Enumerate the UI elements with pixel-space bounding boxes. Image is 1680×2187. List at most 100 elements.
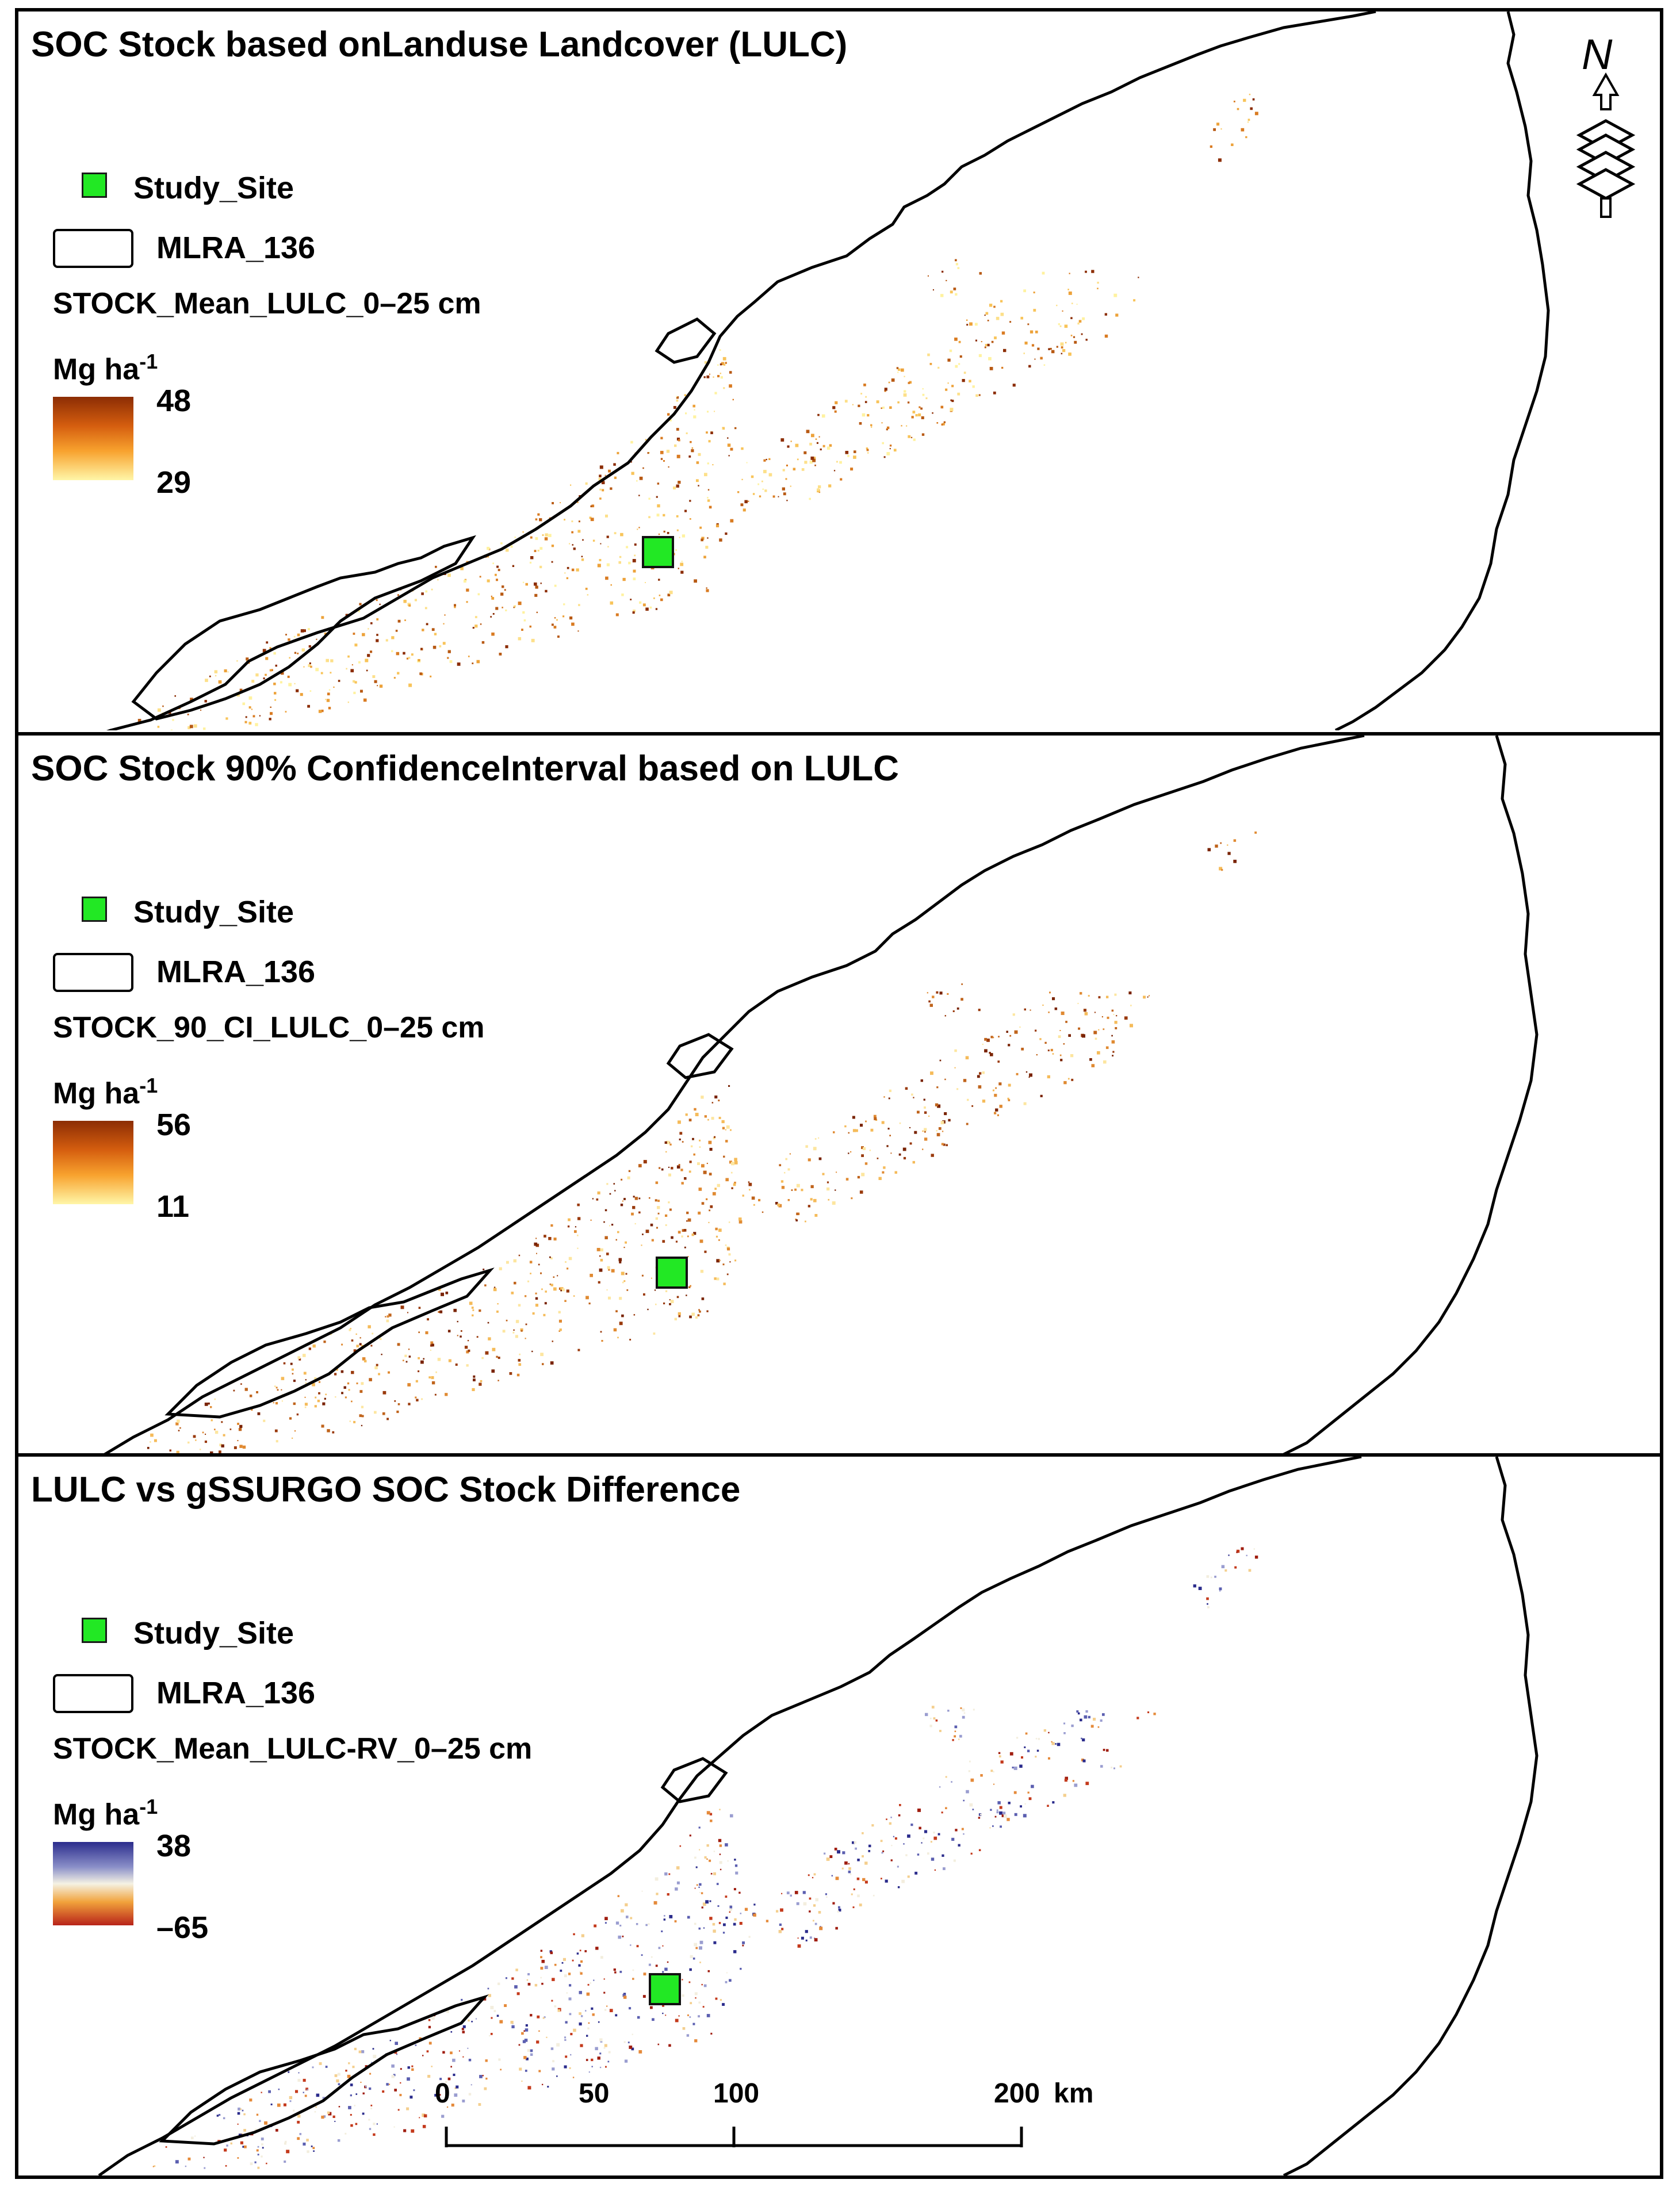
raster-pixel xyxy=(307,2089,308,2090)
raster-pixel xyxy=(312,1344,316,1348)
raster-pixel xyxy=(256,1391,258,1393)
raster-pixel xyxy=(780,438,784,442)
raster-pixel xyxy=(894,1171,897,1174)
raster-pixel xyxy=(966,1790,969,1794)
raster-pixel xyxy=(285,2140,287,2143)
raster-pixel xyxy=(1047,1805,1049,1807)
raster-pixel xyxy=(729,371,732,374)
raster-pixel xyxy=(844,1861,848,1865)
raster-pixel xyxy=(709,1813,713,1816)
raster-pixel xyxy=(325,2066,328,2068)
raster-pixel xyxy=(581,558,584,561)
raster-pixel xyxy=(362,1357,366,1361)
raster-pixel xyxy=(281,1400,283,1402)
raster-pixel xyxy=(599,2066,602,2069)
raster-pixel xyxy=(657,1200,660,1202)
raster-pixel xyxy=(851,1197,853,1200)
raster-pixel xyxy=(552,1978,555,1981)
raster-pixel xyxy=(1048,1757,1050,1760)
raster-pixel xyxy=(706,1163,708,1165)
raster-pixel xyxy=(734,1864,738,1867)
raster-pixel xyxy=(315,2106,317,2108)
raster-pixel xyxy=(544,1966,548,1969)
raster-pixel xyxy=(190,698,193,701)
raster-pixel xyxy=(369,2073,372,2075)
raster-pixel xyxy=(669,419,672,422)
raster-pixel xyxy=(883,456,886,458)
raster-pixel xyxy=(581,1934,584,1937)
raster-pixel xyxy=(1077,1002,1079,1004)
raster-pixel xyxy=(987,343,990,347)
raster-pixel xyxy=(860,1124,863,1127)
raster-pixel xyxy=(1076,304,1078,305)
raster-pixel xyxy=(985,312,989,315)
raster-pixel xyxy=(573,2028,576,2032)
raster-pixel xyxy=(407,1312,408,1313)
raster-pixel xyxy=(370,1345,373,1347)
raster-pixel xyxy=(1059,325,1062,327)
raster-pixel xyxy=(937,366,940,369)
raster-pixel xyxy=(962,1715,965,1719)
raster-pixel xyxy=(244,1388,248,1391)
raster-pixel xyxy=(667,1893,669,1896)
raster-pixel xyxy=(657,504,660,508)
raster-pixel xyxy=(1007,1097,1009,1100)
raster-pixel xyxy=(1246,1554,1247,1557)
raster-pixel xyxy=(986,1039,990,1042)
river-outline xyxy=(655,317,717,364)
raster-pixel xyxy=(889,406,892,409)
raster-pixel xyxy=(606,2005,608,2007)
unit-exponent: -1 xyxy=(139,1074,158,1097)
raster-pixel xyxy=(243,2129,246,2132)
raster-pixel xyxy=(994,336,997,339)
raster-pixel xyxy=(529,1261,533,1263)
raster-pixel xyxy=(475,2018,477,2020)
raster-pixel xyxy=(872,1894,875,1897)
raster-pixel xyxy=(634,1223,636,1225)
raster-pixel xyxy=(386,1319,389,1323)
raster-pixel xyxy=(678,1164,680,1166)
raster-pixel xyxy=(710,1820,713,1822)
raster-pixel xyxy=(794,1891,798,1894)
raster-pixel xyxy=(471,1307,474,1309)
raster-pixel xyxy=(690,1285,691,1287)
raster-pixel xyxy=(433,645,437,649)
raster-pixel xyxy=(984,315,986,316)
raster-pixel xyxy=(730,519,734,523)
raster-pixel xyxy=(759,495,761,497)
raster-pixel xyxy=(558,1311,561,1313)
raster-pixel xyxy=(599,2038,603,2042)
raster-pixel xyxy=(997,1801,1001,1805)
raster-pixel xyxy=(1101,1016,1103,1018)
raster-pixel xyxy=(297,1356,301,1359)
raster-pixel xyxy=(956,1007,959,1010)
raster-pixel xyxy=(809,461,813,464)
raster-pixel xyxy=(430,1341,434,1345)
raster-pixel xyxy=(1051,350,1055,354)
raster-pixel xyxy=(579,2012,581,2015)
river-outline xyxy=(660,1757,728,1803)
raster-pixel xyxy=(297,652,299,654)
raster-pixel xyxy=(954,338,958,341)
raster-pixel xyxy=(568,1972,571,1975)
raster-pixel xyxy=(655,608,658,610)
raster-pixel xyxy=(345,1396,347,1399)
raster-pixel xyxy=(868,1844,871,1848)
raster-pixel xyxy=(585,2059,588,2061)
raster-pixel xyxy=(813,457,816,460)
raster-pixel xyxy=(730,1814,733,1818)
raster-pixel xyxy=(626,1289,629,1291)
raster-pixel xyxy=(876,400,879,404)
raster-pixel xyxy=(718,1922,721,1924)
raster-pixel xyxy=(373,2055,377,2058)
raster-pixel xyxy=(667,593,671,596)
raster-pixel xyxy=(921,416,924,419)
raster-pixel xyxy=(738,1891,741,1894)
raster-pixel xyxy=(500,542,503,545)
raster-pixel xyxy=(305,1382,307,1384)
raster-pixel xyxy=(1082,1738,1085,1742)
raster-pixel xyxy=(960,998,963,1001)
raster-pixel xyxy=(778,1930,782,1933)
raster-pixel xyxy=(294,652,297,654)
raster-pixel xyxy=(353,691,356,694)
